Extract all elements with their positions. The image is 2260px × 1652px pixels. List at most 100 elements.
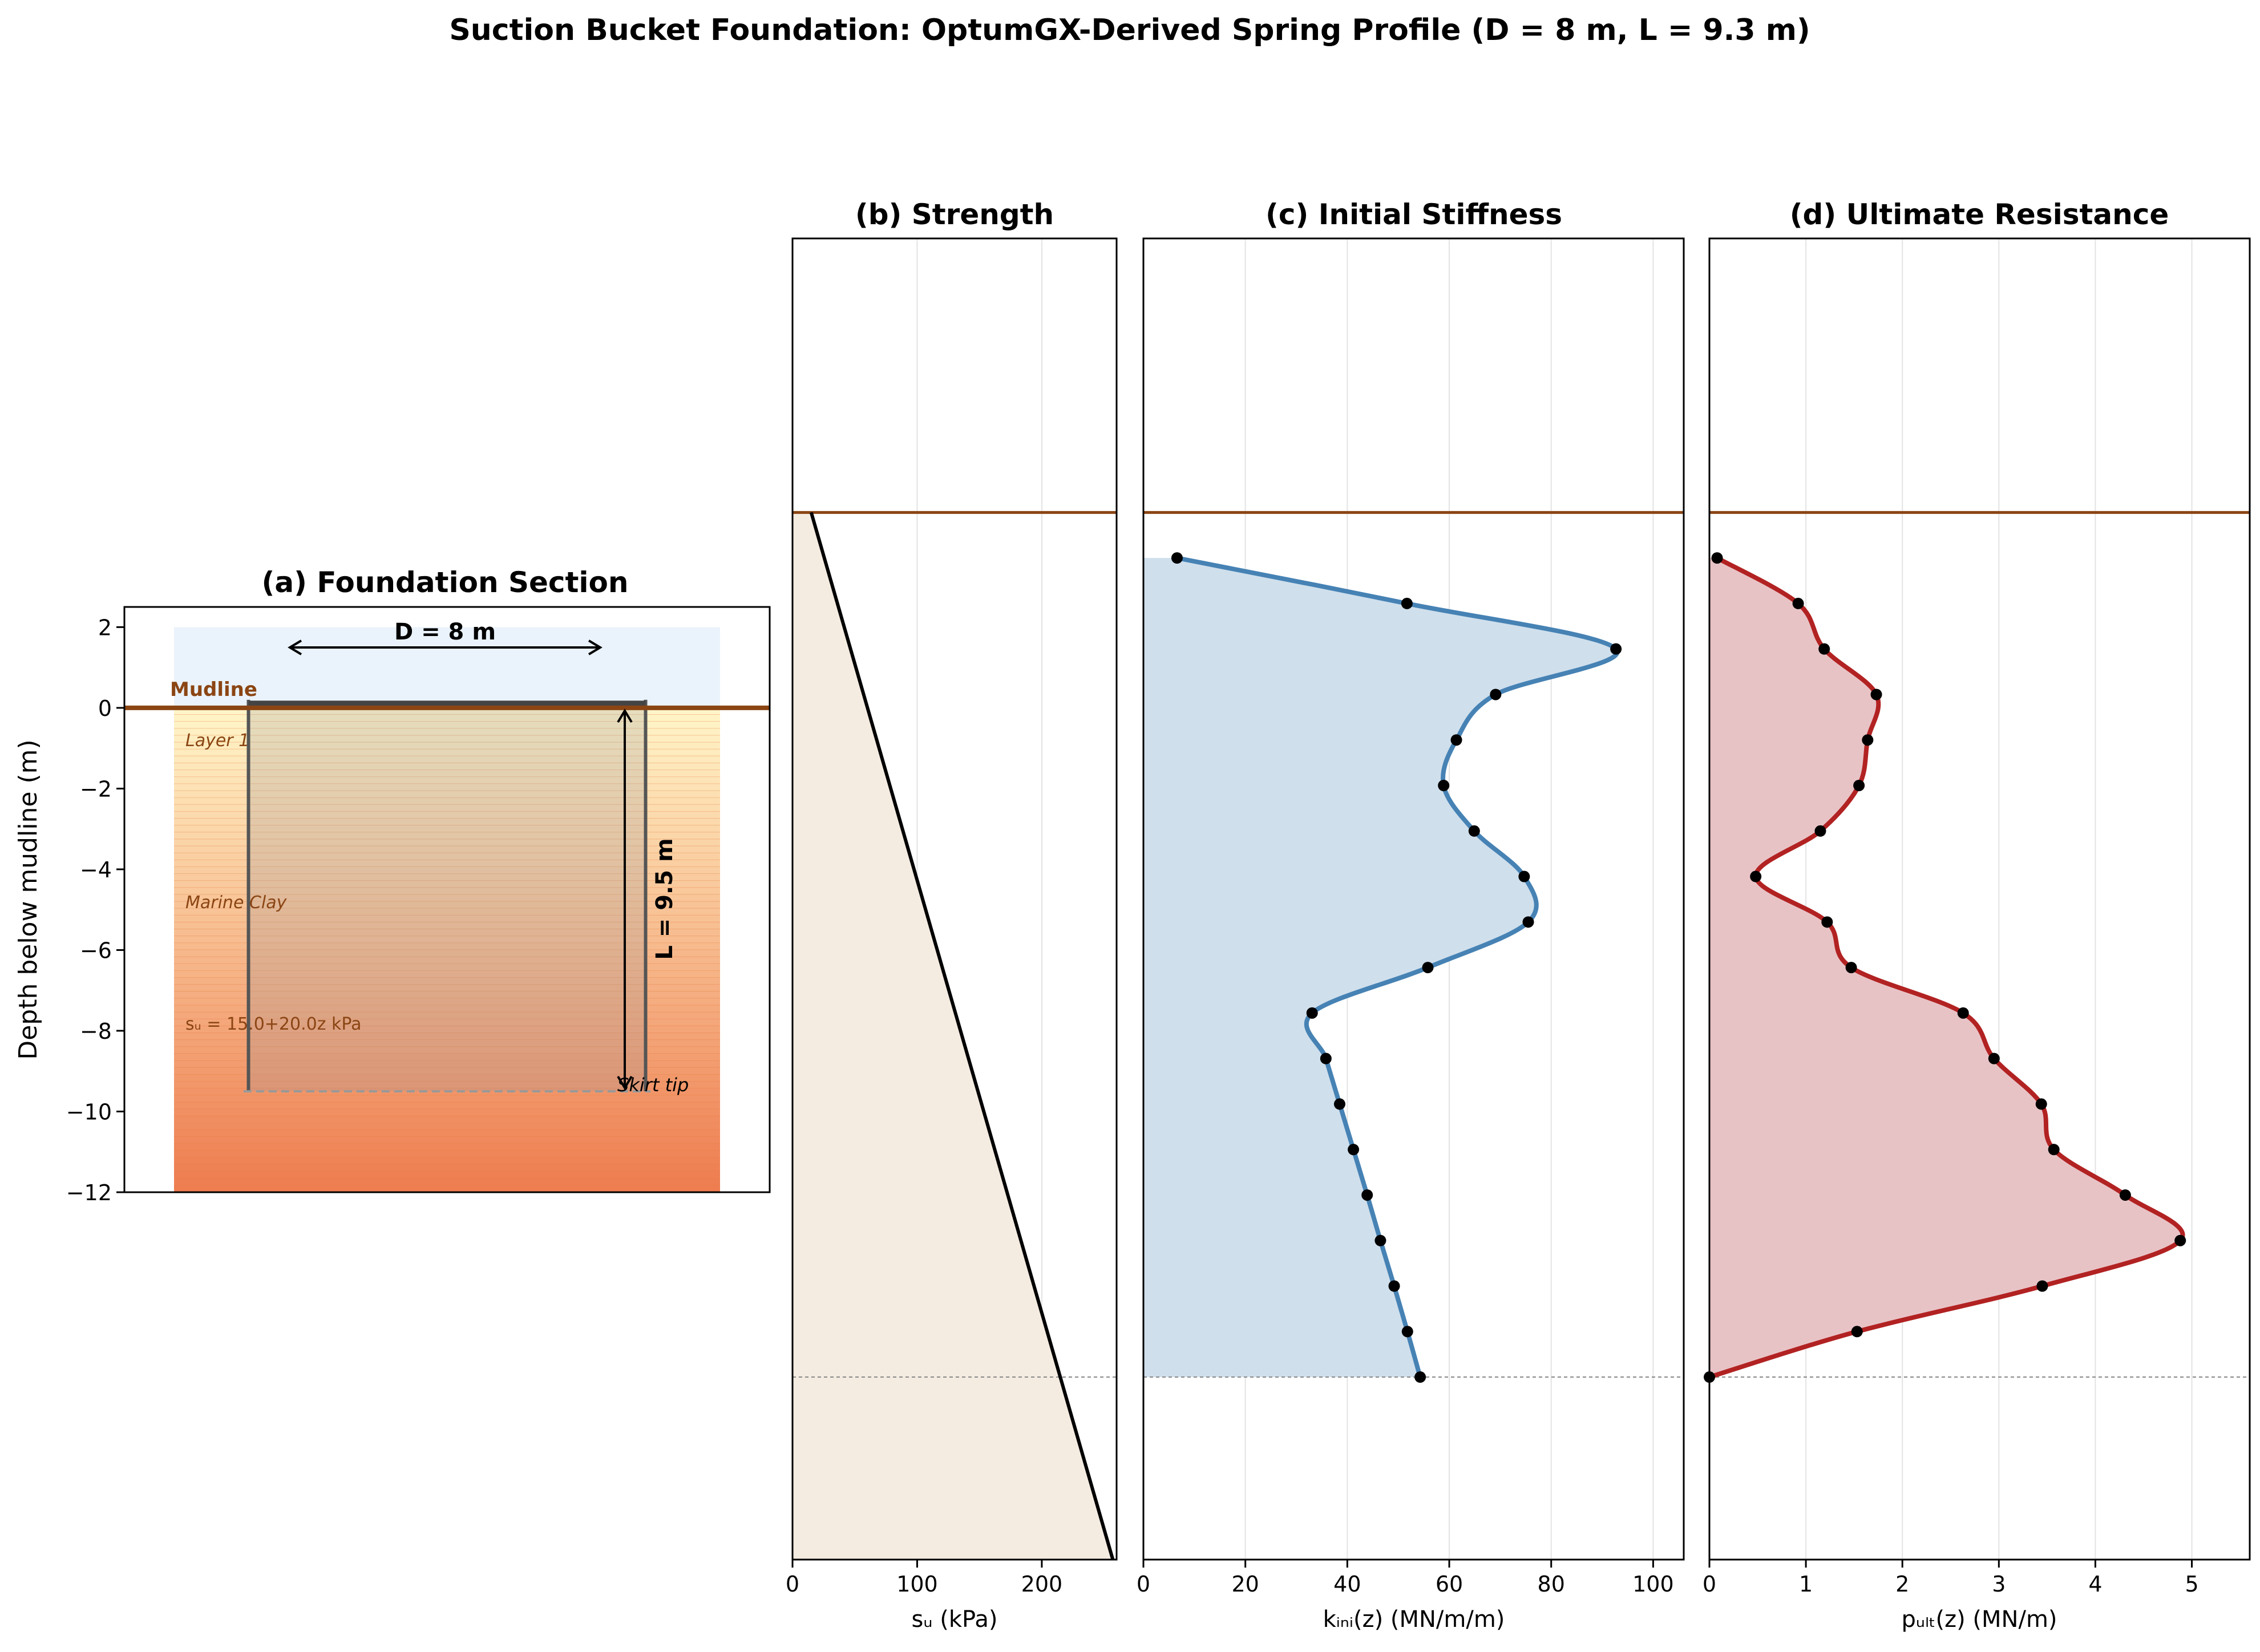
resistance-point	[1821, 916, 1833, 928]
water-column	[174, 627, 720, 708]
y-tick-label: −2	[80, 776, 112, 801]
y-tick-label: −8	[80, 1019, 112, 1044]
soil-layer-band	[174, 1123, 720, 1131]
length-label: L = 9.5 m	[652, 838, 678, 959]
x-tick-label: 0	[1137, 1572, 1150, 1597]
soil-layer-band	[174, 777, 720, 784]
diameter-arrow-head-left	[288, 639, 302, 655]
y-tick-label: −4	[80, 857, 112, 882]
soil-layer-band	[174, 722, 720, 729]
soil-layer-band	[174, 1033, 720, 1040]
stiffness-point	[1320, 1052, 1332, 1064]
x-tick-label: 40	[1333, 1572, 1361, 1597]
strength-formula-label: sᵤ = 15.0+20.0z kPa	[185, 1014, 362, 1034]
soil-layer-band	[174, 1054, 720, 1062]
soil-layer-band	[174, 832, 720, 840]
stiffness-point	[1401, 597, 1413, 609]
x-tick-label: 80	[1538, 1572, 1565, 1597]
soil-layer-band	[174, 950, 720, 958]
soil-layer-band	[174, 1144, 720, 1151]
soil-layer-band	[174, 874, 720, 881]
stiffness-point	[1610, 643, 1622, 655]
soil-layer-band	[174, 901, 720, 909]
panel-c: (c) Initial Stiffness 0 20 40 60 80 100 kᵢₙᵢ(…	[1137, 198, 1685, 1633]
panel-d-plot	[1704, 238, 2250, 1560]
panel-b: (b) Strength 0 100 200 sᵤ (kPa)	[786, 198, 1118, 1633]
soil-layer-band	[174, 797, 720, 805]
skirt-tip-label: Skirt tip	[617, 1074, 689, 1096]
y-tick-label: −6	[80, 938, 112, 963]
soil-layer-band	[174, 1074, 720, 1082]
resistance-point	[1957, 1007, 1969, 1019]
panel-d: (d) Ultimate Resistance 0 1 2 3 4 5 pᵤₗₜ(z) (…	[1703, 198, 2251, 1633]
length-arrow-head-top	[617, 708, 633, 723]
panel-a-frame	[123, 606, 771, 1193]
soil-layer-band	[174, 715, 720, 722]
stiffness-point	[1422, 962, 1434, 974]
panel-a-yaxis: 2 0 −2 −4 −6 −8 −10 −12	[66, 615, 124, 1205]
panel-d-frame	[1708, 237, 2251, 1561]
x-tick-label: 0	[786, 1572, 799, 1597]
soil-layer-band	[174, 998, 720, 1006]
resistance-point	[1792, 597, 1804, 609]
bucket-interior	[248, 707, 646, 1092]
soil-layer-band	[174, 1047, 720, 1054]
soil-layer-band	[174, 1178, 720, 1186]
layer-label: Layer 1	[185, 731, 249, 751]
soil-layer-band	[174, 915, 720, 923]
soil-layer-band	[174, 1129, 720, 1137]
panel-d-xaxis: 0 1 2 3 4 5	[1703, 1560, 2199, 1597]
panel-b-plot	[792, 238, 1117, 1560]
soil-layer-band	[174, 1171, 720, 1179]
stiffness-point	[1374, 1234, 1386, 1246]
soil-layer-band	[174, 985, 720, 992]
x-tick-label: 100	[1632, 1572, 1674, 1597]
soil-layer-band	[174, 1136, 720, 1144]
resistance-point	[1750, 870, 1762, 882]
soil-layer-band	[174, 888, 720, 895]
panel-d-xlabel: pᵤₗₜ(z) (MN/m)	[1901, 1606, 2057, 1633]
panel-a: (a) Foundation Section 20−2−4−6−8−10−12 …	[14, 566, 771, 1205]
stiffness-point	[1490, 689, 1502, 701]
soil-layer-band	[174, 1067, 720, 1075]
strength-fill	[793, 512, 1113, 1560]
stiffness-point	[1361, 1189, 1373, 1201]
diameter-label: D = 8 m	[394, 619, 496, 645]
resistance-fill	[1709, 558, 2183, 1378]
soil-layer-band	[174, 770, 720, 778]
resistance-point	[1711, 552, 1723, 564]
soil-layer-band	[174, 1005, 720, 1013]
soil-layer-band	[174, 1060, 720, 1068]
soil-layer-band	[174, 1102, 720, 1110]
y-tick-label: −12	[66, 1180, 112, 1205]
resistance-point	[1862, 734, 1874, 746]
panel-a-ylabel: Depth below mudline (m)	[14, 739, 43, 1059]
panel-a-title: (a) Foundation Section	[262, 566, 629, 599]
x-tick-label: 60	[1436, 1572, 1463, 1597]
soil-layer-band	[174, 943, 720, 950]
x-tick-label: 2	[1895, 1572, 1909, 1597]
stiffness-point	[1171, 552, 1183, 564]
soil-layer-band	[174, 860, 720, 868]
soil-layer-band	[174, 846, 720, 854]
soil-layer-band	[174, 1012, 720, 1020]
soil-layer-band	[174, 936, 720, 944]
soil-layer-band	[174, 825, 720, 833]
panel-a-drawing	[124, 627, 770, 1193]
resistance-point	[1851, 1326, 1863, 1338]
x-tick-label: 0	[1703, 1572, 1716, 1597]
soil-layer-band	[174, 908, 720, 916]
soil-layer-band	[174, 922, 720, 930]
resistance-point	[1870, 689, 1882, 701]
soil-layer-band	[174, 881, 720, 888]
soil-layer-band	[174, 735, 720, 743]
soil-layer-band	[174, 853, 720, 861]
stiffness-point	[1522, 916, 1534, 928]
soil-layer-band	[174, 839, 720, 847]
soil-layer-band	[174, 1151, 720, 1158]
figure-title: Suction Bucket Foundation: OptumGX-Deriv…	[449, 13, 1810, 47]
x-tick-label: 1	[1799, 1572, 1813, 1597]
soil-label: Marine Clay	[185, 893, 288, 913]
x-tick-label: 4	[2088, 1572, 2102, 1597]
